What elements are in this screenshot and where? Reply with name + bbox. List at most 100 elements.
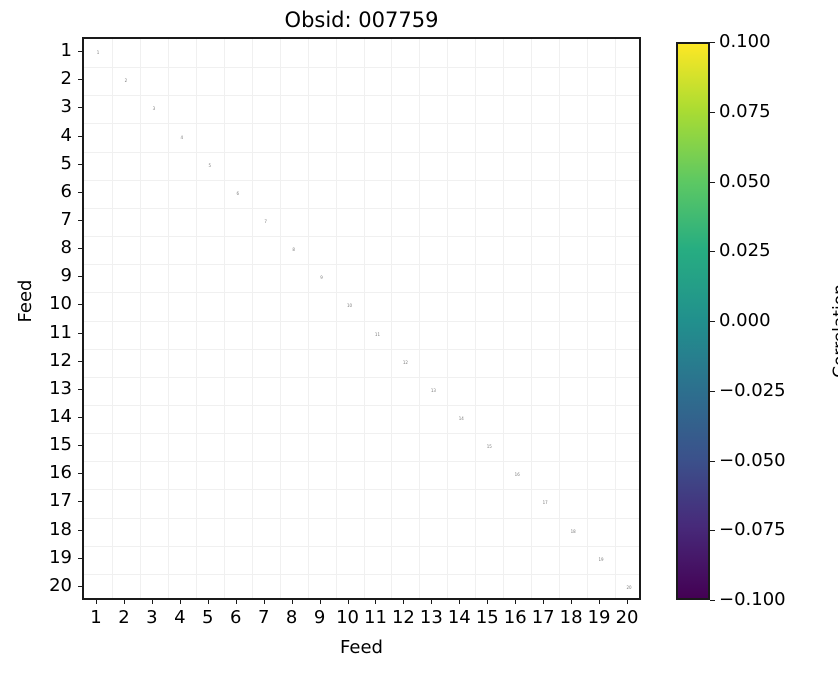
heatmap-diagonal-marker: 12 (402, 359, 408, 365)
y-tick-label: 11 (49, 321, 72, 343)
gridline-horizontal (84, 292, 639, 294)
gridline-horizontal (84, 376, 639, 378)
gridline-horizontal (84, 517, 639, 519)
gridline-horizontal (84, 207, 639, 209)
x-tick-label: 16 (503, 607, 527, 628)
colorbar-tick-label: −0.025 (719, 379, 786, 401)
x-tick (95, 600, 97, 604)
x-tick-label: 18 (559, 607, 583, 628)
colorbar-tick (710, 390, 715, 392)
gridline-vertical (503, 39, 505, 598)
gridline-horizontal (84, 489, 639, 491)
heatmap-diagonal-marker: 17 (542, 500, 548, 506)
gridline-vertical (531, 39, 533, 598)
y-tick-label: 9 (60, 265, 72, 287)
y-tick-label: 12 (49, 349, 72, 371)
heatmap-diagonal-marker: 9 (320, 275, 323, 281)
gridline-vertical (195, 39, 197, 598)
gridline-vertical (139, 39, 141, 598)
gridline-vertical (447, 39, 449, 598)
gridline-vertical (363, 39, 365, 598)
colorbar[interactable] (676, 42, 710, 600)
gridline-vertical (111, 39, 113, 598)
gridline-horizontal (84, 123, 639, 125)
x-tick (179, 600, 181, 604)
y-tick-label: 3 (60, 96, 72, 118)
y-tick-label: 2 (60, 68, 72, 90)
y-tick (78, 304, 82, 306)
x-tick (599, 600, 601, 604)
y-tick-label: 15 (49, 434, 72, 456)
x-tick (403, 600, 405, 604)
y-tick-label: 1 (60, 40, 72, 62)
colorbar-tick (710, 42, 715, 43)
gridline-vertical (559, 39, 561, 598)
x-tick-label: 14 (447, 607, 471, 628)
heatmap-diagonal-marker: 1 (96, 50, 100, 56)
x-tick-label: 2 (118, 607, 130, 628)
heatmap-diagonal-marker: 11 (374, 331, 381, 337)
gridline-horizontal (84, 67, 639, 69)
gridline-horizontal (84, 151, 639, 153)
heatmap-diagonal-marker: 4 (180, 134, 184, 140)
heatmap-cells: 1 2 3 4 5 6 7 8 9 10 11 12 13 14 15 16 17 18 19 20 (84, 39, 639, 598)
x-tick-label: 7 (257, 607, 270, 628)
heatmap-diagonal-marker: 6 (236, 190, 239, 196)
heatmap-diagonal-marker: 5 (208, 162, 212, 168)
heatmap-axes[interactable]: 1 2 3 4 5 6 7 8 9 10 11 12 13 14 15 16 17 18 19 20 (82, 37, 641, 600)
y-tick (78, 191, 82, 193)
colorbar-tick (710, 181, 715, 183)
x-tick (375, 600, 377, 604)
gridline-horizontal (84, 264, 639, 266)
y-tick (78, 135, 82, 137)
heatmap-diagonal-marker: 20 (626, 584, 632, 590)
colorbar-tick-label: 0.000 (719, 310, 771, 331)
gridline-horizontal (84, 236, 639, 238)
y-tick-label: 5 (60, 152, 72, 174)
y-tick (78, 360, 82, 362)
gridline-vertical (475, 39, 477, 598)
gridline-vertical (587, 39, 589, 598)
x-tick (123, 600, 125, 604)
x-axis-label: Feed (340, 637, 383, 658)
y-tick (78, 473, 82, 475)
gridline-vertical (307, 39, 309, 598)
y-tick (78, 219, 82, 221)
x-tick-label: 9 (313, 607, 326, 628)
colorbar-tick (710, 460, 715, 462)
y-tick-label: 16 (49, 462, 72, 484)
colorbar-tick-label: −0.100 (719, 589, 786, 610)
colorbar-tick-label: 0.100 (719, 31, 771, 52)
y-tick (78, 248, 82, 250)
x-tick (543, 600, 545, 604)
y-tick-label: 20 (49, 574, 72, 596)
gridline-vertical (419, 39, 421, 598)
y-tick-label: 13 (49, 377, 72, 399)
y-tick (78, 585, 82, 587)
x-tick-label: 12 (391, 607, 415, 628)
gridline-horizontal (84, 95, 639, 97)
y-tick (78, 163, 82, 165)
heatmap-diagonal-marker: 13 (430, 387, 436, 393)
y-tick-label: 4 (60, 124, 72, 146)
gridline-vertical (615, 39, 617, 598)
x-tick-label: 3 (146, 607, 158, 628)
x-tick-label: 8 (285, 607, 298, 628)
x-tick (431, 600, 433, 604)
gridline-vertical (335, 39, 337, 598)
colorbar-tick-label: 0.050 (719, 170, 771, 192)
x-tick (571, 600, 573, 604)
x-tick-label: 10 (336, 607, 359, 628)
x-tick-label: 5 (202, 607, 214, 628)
y-tick (78, 417, 82, 419)
x-tick-label: 19 (587, 607, 611, 628)
x-tick-label: 17 (531, 607, 555, 628)
y-tick-label: 19 (49, 546, 72, 568)
y-tick-label: 6 (60, 180, 72, 202)
heatmap-diagonal-marker: 15 (486, 444, 492, 450)
colorbar-tick (710, 530, 715, 532)
heatmap-diagonal-marker: 2 (124, 78, 128, 84)
gridlines (84, 39, 639, 598)
y-tick-label: 8 (60, 237, 72, 259)
